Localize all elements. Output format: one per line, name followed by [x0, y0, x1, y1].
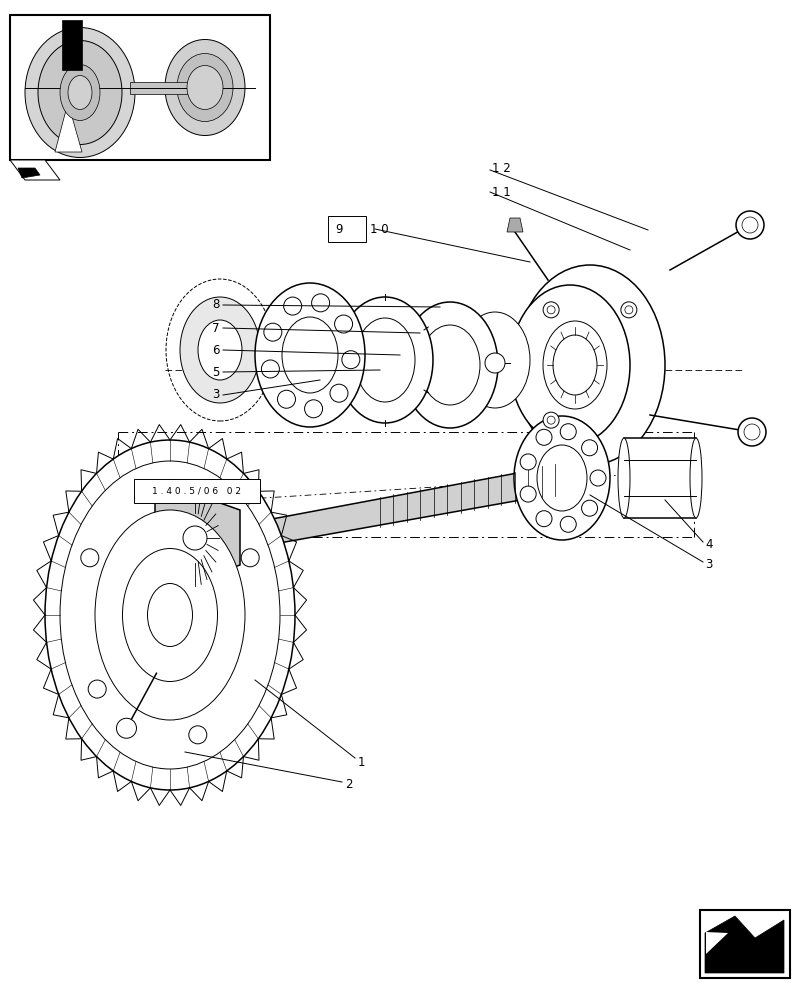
Polygon shape	[704, 916, 783, 973]
Text: 5: 5	[212, 365, 220, 378]
Circle shape	[277, 390, 295, 408]
Circle shape	[241, 549, 259, 567]
Text: 3: 3	[704, 558, 711, 572]
Circle shape	[535, 511, 551, 527]
Circle shape	[581, 440, 597, 456]
Ellipse shape	[25, 28, 135, 158]
Circle shape	[182, 526, 207, 550]
Circle shape	[560, 424, 576, 440]
Text: 1 0: 1 0	[370, 223, 388, 236]
Circle shape	[520, 486, 535, 502]
Circle shape	[334, 315, 352, 333]
Bar	[130, 82, 190, 94]
Ellipse shape	[509, 285, 629, 445]
Bar	[10, 15, 270, 160]
Text: 2: 2	[345, 778, 352, 791]
Polygon shape	[705, 932, 727, 954]
Circle shape	[581, 500, 597, 516]
Circle shape	[341, 351, 359, 369]
Circle shape	[735, 211, 763, 239]
Ellipse shape	[460, 312, 530, 408]
FancyBboxPatch shape	[328, 216, 366, 242]
Text: 9: 9	[335, 223, 342, 236]
Ellipse shape	[689, 438, 702, 518]
Text: 6: 6	[212, 344, 220, 357]
Ellipse shape	[401, 302, 497, 428]
Ellipse shape	[617, 438, 629, 518]
Circle shape	[624, 306, 632, 314]
Ellipse shape	[514, 265, 664, 465]
Ellipse shape	[60, 461, 280, 769]
Ellipse shape	[180, 297, 260, 403]
Text: 3: 3	[212, 388, 220, 401]
Text: 1 2: 1 2	[491, 162, 510, 175]
Polygon shape	[10, 160, 60, 180]
Ellipse shape	[148, 584, 192, 647]
Bar	[62, 20, 82, 70]
Circle shape	[620, 302, 636, 318]
Circle shape	[189, 726, 207, 744]
Circle shape	[547, 416, 555, 424]
Circle shape	[520, 454, 535, 470]
Text: 1: 1	[358, 756, 365, 768]
Polygon shape	[155, 480, 240, 595]
Ellipse shape	[543, 321, 607, 409]
Ellipse shape	[337, 297, 432, 423]
Text: 8: 8	[212, 298, 220, 312]
Circle shape	[590, 470, 605, 486]
Text: 7: 7	[212, 322, 220, 334]
Polygon shape	[18, 168, 40, 178]
Circle shape	[743, 424, 759, 440]
Ellipse shape	[536, 445, 586, 511]
Ellipse shape	[45, 440, 294, 790]
Ellipse shape	[281, 317, 337, 393]
Ellipse shape	[419, 325, 479, 405]
Circle shape	[161, 480, 178, 498]
Circle shape	[311, 294, 329, 312]
Circle shape	[261, 360, 279, 378]
Circle shape	[304, 400, 322, 418]
Circle shape	[560, 516, 576, 532]
Ellipse shape	[165, 40, 245, 136]
Circle shape	[543, 302, 559, 318]
Ellipse shape	[187, 66, 223, 110]
Circle shape	[547, 306, 555, 314]
Circle shape	[264, 323, 281, 341]
Circle shape	[543, 412, 559, 428]
Polygon shape	[55, 103, 82, 152]
Bar	[12, 17, 268, 158]
Ellipse shape	[177, 54, 233, 122]
Circle shape	[283, 297, 302, 315]
Bar	[699, 910, 789, 978]
Bar	[623, 438, 695, 518]
Ellipse shape	[513, 416, 609, 540]
Circle shape	[81, 549, 99, 567]
Circle shape	[116, 718, 136, 738]
Text: 4: 4	[704, 538, 711, 552]
Text: 1 1: 1 1	[491, 186, 510, 199]
Ellipse shape	[255, 283, 365, 427]
Ellipse shape	[38, 40, 122, 145]
Ellipse shape	[60, 65, 100, 121]
Ellipse shape	[122, 548, 217, 682]
Ellipse shape	[95, 510, 245, 720]
Circle shape	[741, 217, 757, 233]
Ellipse shape	[354, 318, 414, 402]
Bar	[134, 479, 260, 503]
Ellipse shape	[552, 335, 596, 395]
Text: 1 . 4 0 . 5 / 0 6   0 2: 1 . 4 0 . 5 / 0 6 0 2	[152, 487, 241, 495]
Polygon shape	[240, 465, 560, 550]
Circle shape	[329, 384, 348, 402]
Circle shape	[88, 680, 106, 698]
Circle shape	[737, 418, 765, 446]
Ellipse shape	[68, 76, 92, 110]
Ellipse shape	[198, 320, 242, 380]
Polygon shape	[506, 218, 522, 232]
Circle shape	[535, 429, 551, 445]
Circle shape	[484, 353, 504, 373]
